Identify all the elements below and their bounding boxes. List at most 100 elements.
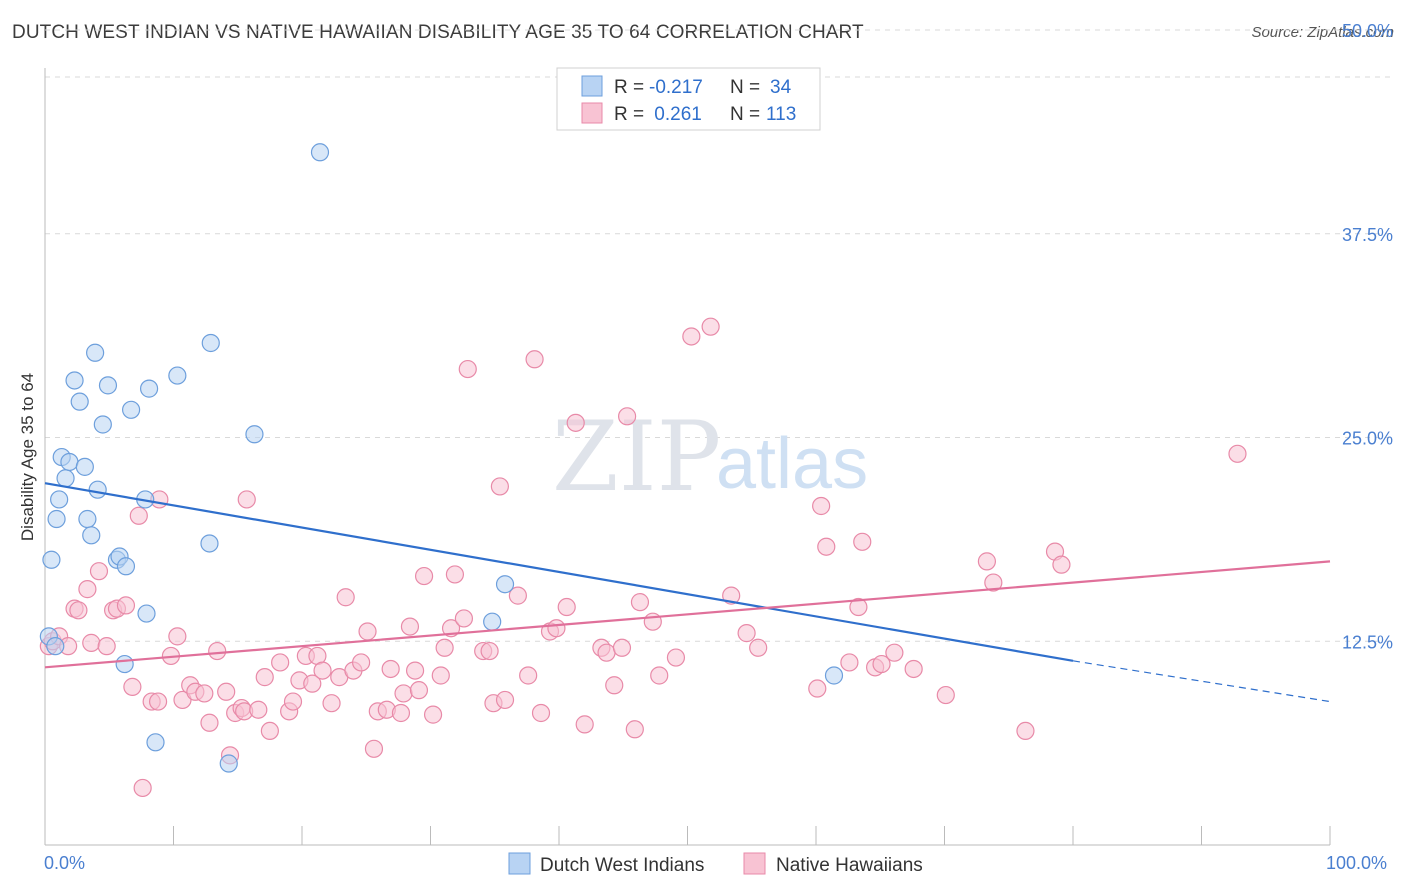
hawaiian-point-43 (313, 661, 332, 680)
hawaiian-point-61 (431, 666, 450, 685)
hawaiian-point-36 (271, 653, 290, 672)
hawaiian-point-8 (89, 562, 109, 581)
trend-lines (44, 482, 1331, 703)
hawaiian-point-91 (682, 327, 701, 346)
dutch-point-26 (168, 366, 187, 385)
trend-line-dutch-extension (1072, 660, 1331, 703)
dutch-point-31 (310, 143, 330, 162)
hawaiian-point-78 (557, 597, 576, 617)
hawaiian-point-106 (936, 685, 955, 705)
correlation-legend: R = -0.217 N = 34 R = 0.261 N = 113 (556, 67, 821, 131)
dutch-point-28 (201, 333, 220, 353)
hawaiian-point-94 (737, 624, 756, 643)
hawaiian-point-112 (1228, 444, 1247, 463)
hawaiian-point-12 (116, 596, 136, 615)
legend-r-value-pink: 0.261 (649, 104, 702, 125)
hawaiian-point-15 (133, 778, 152, 798)
dutch-point-19 (116, 557, 136, 576)
legend-n-label-pink: N = (730, 104, 760, 125)
bottom-legend-label-dutch: Dutch West Indians (540, 855, 704, 876)
dutch-point-30 (245, 425, 264, 444)
dutch-point-10 (75, 457, 94, 476)
hawaiian-point-71 (495, 690, 515, 710)
hawaiian-point-58 (409, 681, 429, 700)
dutch-point-34 (824, 666, 844, 685)
x-tick-label-min: 0.0% (44, 853, 85, 873)
dutch-point-8 (65, 371, 84, 390)
x-tick-label-max: 100.0% (1326, 853, 1387, 873)
hawaiian-point-66 (458, 359, 477, 379)
source-label: Source: ZipAtlas.com (1251, 24, 1394, 41)
dutch-point-20 (115, 654, 134, 674)
legend-n-value-blue: 34 (770, 77, 792, 98)
hawaiian-point-35 (260, 721, 279, 741)
hawaiian-point-55 (394, 684, 413, 703)
hawaiian-point-5 (69, 601, 88, 620)
hawaiian-point-93 (722, 586, 741, 605)
legend-n-value-pink: 113 (766, 104, 796, 125)
hawaiian-point-90 (666, 648, 686, 667)
trend-line-hawaiian (44, 560, 1331, 669)
hawaiian-point-32 (237, 490, 256, 509)
y-tick-label-2: 37.5% (1342, 225, 1393, 245)
hawaiian-point-6 (78, 580, 97, 599)
dutch-point-14 (88, 480, 107, 499)
dutch-point-11 (78, 509, 97, 529)
hawaiian-point-96 (808, 679, 827, 698)
dutch-point-29 (219, 754, 238, 773)
hawaiian-point-48 (352, 653, 371, 672)
legend-r-label-pink: R = (614, 104, 644, 125)
hawaiian-point-79 (566, 413, 585, 432)
dutch-point-13 (86, 343, 105, 362)
hawaiian-point-89 (650, 666, 669, 685)
hawaiian-point-73 (519, 666, 538, 685)
hawaiian-point-80 (575, 715, 594, 734)
hawaiian-point-68 (480, 641, 499, 661)
dutch-point-27 (200, 534, 219, 553)
hawaiian-point-97 (812, 496, 831, 516)
hawaiian-point-104 (885, 643, 904, 662)
hawaiian-point-72 (508, 586, 527, 605)
legend-n-label-blue: N = (730, 77, 760, 98)
series-legend: Dutch West Indians Native Hawaiians (508, 852, 923, 876)
hawaiian-point-50 (364, 739, 384, 758)
y-tick-label-1: 25.0% (1342, 429, 1393, 449)
dutch-point-7 (60, 452, 79, 472)
hawaiian-point-54 (391, 703, 411, 723)
legend-r-label-blue: R = (614, 77, 644, 98)
hawaiian-point-64 (445, 565, 465, 584)
hawaiian-point-44 (322, 694, 341, 713)
hawaiian-point-77 (547, 619, 566, 638)
hawaiian-point-21 (173, 690, 192, 710)
hawaiian-point-74 (525, 350, 544, 369)
y-tick-label-0: 12.5% (1342, 632, 1393, 652)
hawaiian-point-33 (249, 700, 268, 719)
hawaiian-point-105 (904, 659, 923, 679)
hawaiian-point-7 (82, 633, 101, 652)
hawaiian-point-109 (1016, 721, 1035, 741)
hawaiian-point-103 (872, 654, 891, 674)
dutch-point-16 (98, 376, 118, 395)
chart-title: DUTCH WEST INDIAN VS NATIVE HAWAIIAN DIS… (12, 22, 864, 43)
hawaiian-point-41 (303, 674, 322, 693)
hawaiian-point-49 (358, 622, 377, 641)
hawaiian-point-46 (336, 588, 355, 607)
dutch-point-32 (483, 612, 502, 631)
hawaiian-point-25 (200, 713, 219, 732)
hawaiian-point-101 (853, 532, 872, 551)
hawaiian-point-27 (217, 682, 236, 701)
dutch-point-24 (139, 379, 159, 398)
dutch-point-12 (82, 526, 101, 545)
bottom-legend-swatch-pink (743, 852, 766, 875)
hawaiian-point-87 (630, 593, 650, 612)
hawaiian-point-95 (749, 638, 768, 657)
hawaiian-point-56 (400, 617, 420, 636)
hawaiian-point-13 (123, 677, 142, 696)
hawaiian-point-108 (984, 573, 1003, 592)
hawaiian-point-20 (168, 627, 187, 646)
hawaiian-point-84 (612, 638, 632, 657)
bottom-legend-label-hawaiian: Native Hawaiians (776, 855, 923, 876)
hawaiian-point-100 (849, 597, 868, 617)
legend-r-value-blue: -0.217 (649, 77, 703, 98)
